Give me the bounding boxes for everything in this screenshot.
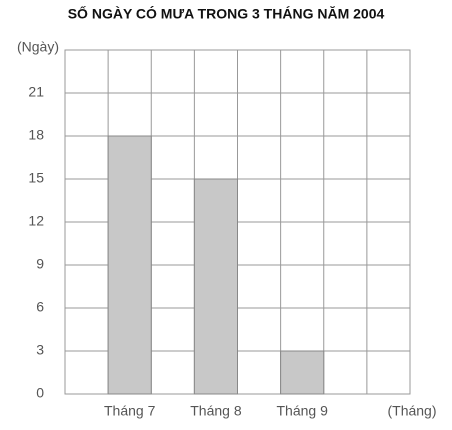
bar <box>107 135 152 395</box>
y-tick-label: 18 <box>28 127 44 143</box>
bar <box>193 178 238 395</box>
y-tick-label: 3 <box>36 342 44 358</box>
y-tick-label: 6 <box>36 299 44 315</box>
x-axis-label: (Tháng) <box>387 403 436 419</box>
y-axis-label: (Ngày) <box>17 39 59 55</box>
y-tick-label: 0 <box>36 385 44 401</box>
chart-title: SỐ NGÀY CÓ MƯA TRONG 3 THÁNG NĂM 2004 <box>68 5 385 22</box>
y-tick-label: 12 <box>28 213 44 229</box>
y-tick-label: 15 <box>28 170 44 186</box>
bar <box>280 350 325 395</box>
y-tick-label: 9 <box>36 256 44 272</box>
x-tick-label: Tháng 8 <box>190 403 242 419</box>
y-tick-label: 21 <box>28 84 44 100</box>
x-tick-label: Tháng 9 <box>277 403 329 419</box>
x-tick-label: Tháng 7 <box>104 403 156 419</box>
